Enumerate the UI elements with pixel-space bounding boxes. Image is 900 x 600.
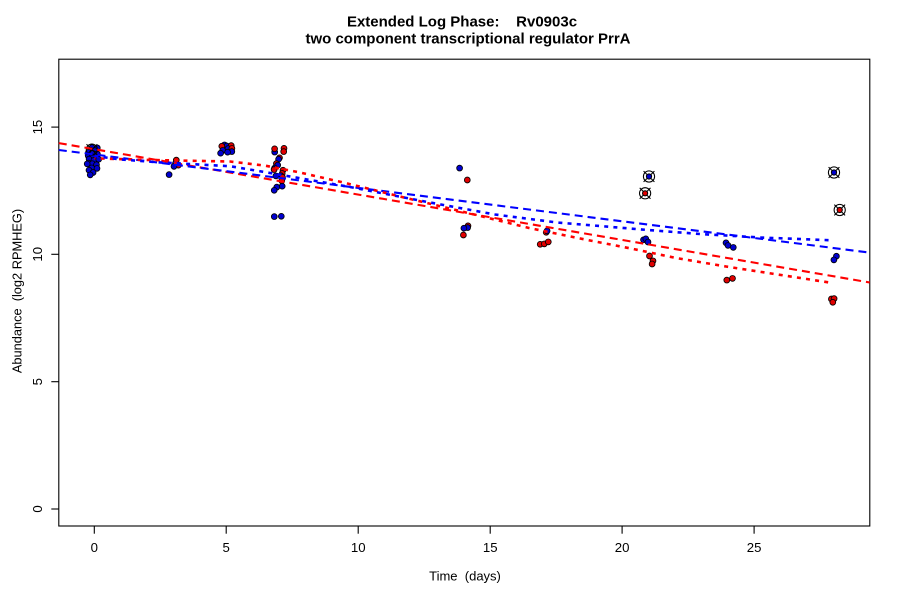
svg-text:5: 5 [30,378,45,385]
svg-text:0: 0 [91,540,98,555]
svg-text:15: 15 [483,540,498,555]
svg-text:Time (days): Time (days) [429,569,501,584]
svg-text:Abundance (log2 RPMHEG): Abundance (log2 RPMHEG) [10,209,25,373]
svg-text:Extended Log Phase: Rv0903c: Extended Log Phase: Rv0903c [347,14,577,31]
svg-text:10: 10 [351,540,366,555]
svg-text:0: 0 [30,505,45,512]
svg-text:two component transcriptional: two component transcriptional regulator … [305,31,630,48]
svg-text:5: 5 [223,540,230,555]
svg-text:20: 20 [615,540,630,555]
svg-text:15: 15 [30,120,45,135]
svg-text:10: 10 [30,247,45,262]
svg-text:25: 25 [747,540,762,555]
